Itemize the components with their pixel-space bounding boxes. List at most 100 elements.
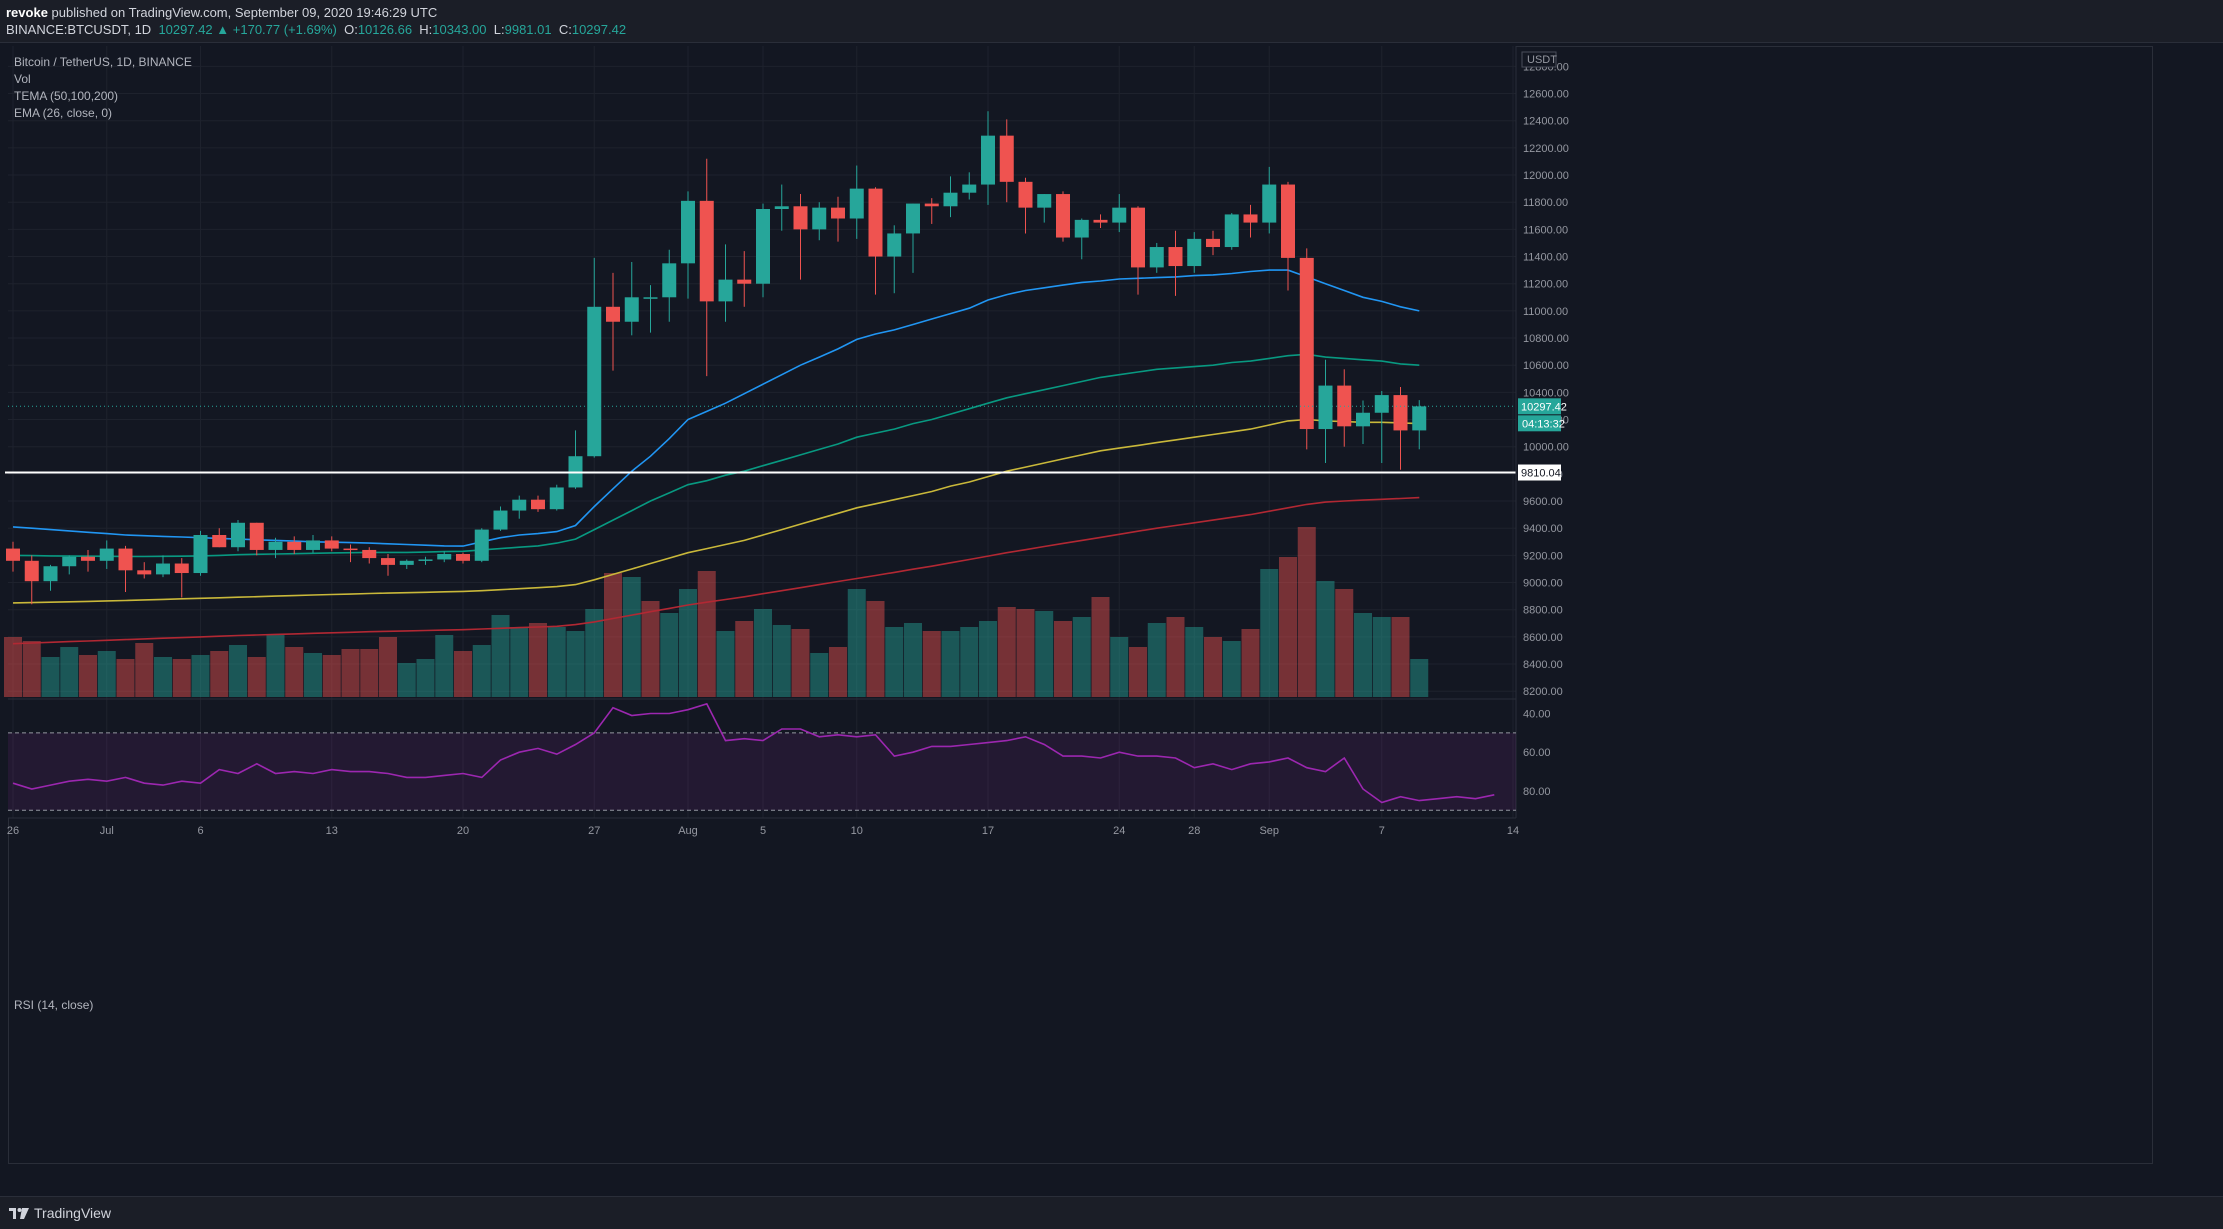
volume-bar	[491, 615, 510, 697]
candle-body	[1243, 214, 1258, 223]
candle-body	[662, 263, 677, 298]
volume-bar	[4, 637, 22, 697]
time-tick-label: 27	[588, 825, 600, 837]
volume-bar	[641, 601, 660, 697]
rsi-tick-label: 60.00	[1523, 747, 1551, 759]
price-change: ▲ +170.77 (+1.69%)	[216, 22, 337, 37]
footer-brand[interactable]: TradingView	[34, 1205, 112, 1221]
candle-body	[1037, 194, 1052, 208]
time-tick-label: 5	[760, 825, 766, 837]
volume-bar	[1016, 609, 1035, 697]
rsi-line	[12, 702, 1495, 804]
candle-body	[1093, 219, 1108, 223]
volume-bar	[1316, 581, 1335, 697]
candle-body	[456, 554, 470, 561]
chart-legend: Bitcoin / TetherUS, 1D, BINANCE Vol TEMA…	[14, 54, 192, 122]
price-tick-label: 11800.00	[1523, 197, 1568, 209]
legend-ema[interactable]: EMA (26, close, 0)	[14, 106, 113, 120]
volume-bar	[754, 609, 772, 697]
legend-vol[interactable]: Vol	[14, 72, 31, 86]
price-tick-label: 9000.00	[1523, 578, 1563, 590]
time-tick-label: 10	[851, 825, 863, 837]
candle-body	[437, 554, 452, 560]
volume-bar	[547, 627, 566, 697]
candle-body	[1074, 219, 1089, 238]
candle-body	[793, 206, 808, 230]
time-tick-label: Sep	[1259, 825, 1279, 837]
volume-bar	[885, 627, 904, 697]
candle-body	[62, 556, 77, 567]
time-tick-label: Aug	[678, 825, 698, 837]
publish-info: revoke published on TradingView.com, Sep…	[6, 5, 437, 20]
candle-body	[1112, 207, 1127, 223]
price-tick-label: 10600.00	[1523, 360, 1569, 372]
open-label: O:	[344, 22, 358, 37]
volume-bar	[829, 647, 847, 697]
candle-body	[699, 200, 714, 302]
candle-body	[1393, 395, 1408, 431]
volume-bar	[247, 657, 266, 697]
volume-bar	[941, 631, 960, 697]
price-chart[interactable]: 8200.00 8400.00 8600.00 8800.00 9000.00 9200.…	[0, 0, 2223, 1196]
volume-bar	[1410, 659, 1429, 697]
tema-50-line	[12, 353, 1420, 558]
currency-label: USDT	[1527, 54, 1557, 66]
volume-bar	[41, 657, 60, 697]
price-tick-label: 10400.00	[1523, 387, 1569, 399]
volume-bar	[79, 655, 97, 697]
price-tick-label: 8200.00	[1523, 686, 1563, 698]
candle-body	[212, 535, 227, 548]
volume-bar	[360, 649, 379, 697]
author-name[interactable]: revoke	[6, 5, 48, 20]
price-tick-label: 8400.00	[1523, 659, 1563, 671]
volume-bar	[285, 647, 304, 697]
volume-bar	[1241, 629, 1260, 697]
volume-bar	[97, 651, 116, 697]
volume-bar	[1204, 637, 1222, 697]
volume-bar	[379, 637, 397, 697]
volume-bar	[341, 649, 360, 697]
volume-bar	[660, 613, 679, 697]
last-price-label-box	[1518, 398, 1561, 415]
legend-title[interactable]: Bitcoin / TetherUS, 1D, BINANCE	[14, 55, 192, 69]
volume-bar	[697, 571, 716, 697]
volume-bar	[735, 621, 754, 697]
low-label: L:	[493, 22, 505, 37]
candle-body	[831, 207, 845, 219]
volume-bar	[472, 645, 491, 697]
volume-bar	[566, 631, 585, 697]
legend-rsi[interactable]: RSI (14, close)	[14, 998, 94, 1012]
price-tick-label: 8600.00	[1523, 632, 1563, 644]
candle-body	[906, 203, 920, 234]
candle-body	[718, 279, 733, 302]
candle-body	[268, 541, 283, 550]
candle-body	[43, 566, 58, 582]
candle-body	[1356, 412, 1370, 427]
time-tick-label: 17	[982, 825, 994, 837]
publish-text: published on TradingView.com, September …	[47, 5, 438, 20]
price-tick-label: 8800.00	[1523, 605, 1563, 617]
volume-bar	[716, 631, 735, 697]
volume-bar	[1222, 641, 1241, 697]
volume-bar	[210, 651, 229, 697]
legend-tema[interactable]: TEMA (50,100,200)	[14, 89, 119, 103]
candle-body	[587, 306, 602, 457]
candle-body	[137, 570, 152, 575]
volume-bar	[1166, 617, 1185, 697]
ohlc-bar: BINANCE:BTCUSDT, 1D 10297.42 ▲ +170.77 (…	[6, 22, 626, 37]
volume-bar	[847, 589, 866, 697]
tema-200-line	[12, 496, 1420, 645]
candle-body	[6, 548, 20, 561]
volume-bar	[960, 627, 979, 697]
volume-bar	[454, 651, 472, 697]
time-tick-label: 6	[197, 825, 203, 837]
candle-body	[381, 558, 395, 565]
candle-body	[737, 279, 752, 284]
symbol-label: BINANCE:BTCUSDT, 1D	[6, 22, 152, 37]
candle-body	[1374, 395, 1389, 413]
candle-body	[174, 563, 189, 574]
candle-body	[287, 541, 302, 550]
volume-bar	[1260, 569, 1279, 697]
candle-body	[193, 535, 208, 574]
candle-body	[418, 559, 433, 561]
